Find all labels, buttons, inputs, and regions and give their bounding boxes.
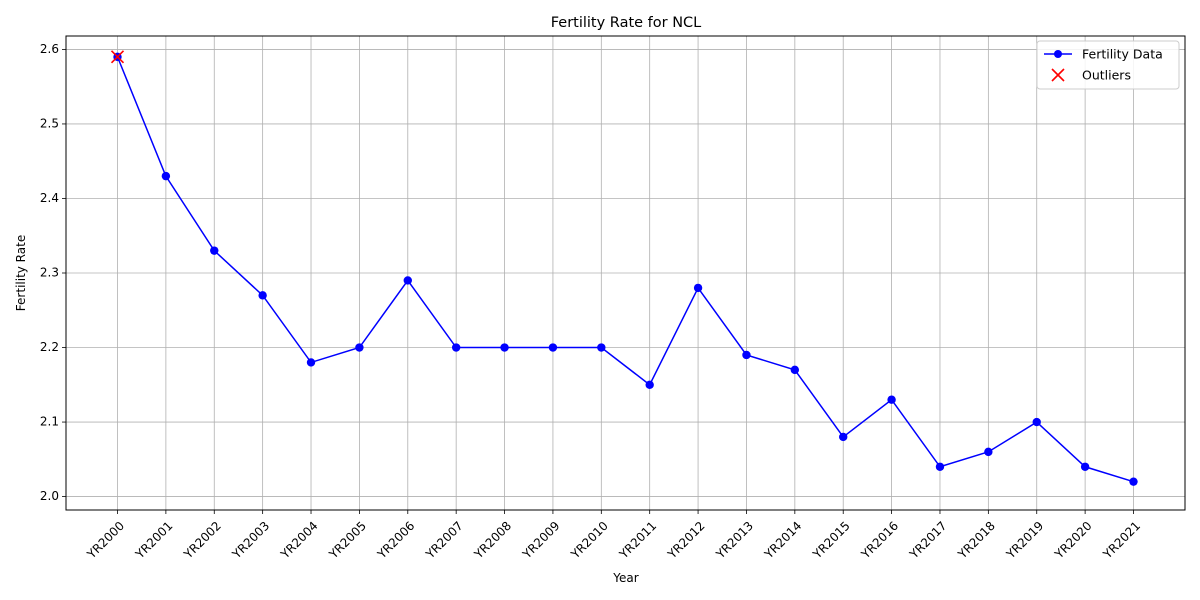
y-tick-label: 2.1 <box>40 415 59 429</box>
data-point <box>1129 477 1138 486</box>
grid <box>66 36 1185 510</box>
data-point <box>597 343 606 352</box>
legend-marker-fertility <box>1054 50 1062 58</box>
data-point <box>161 171 171 181</box>
data-point <box>839 432 848 442</box>
series-layer <box>110 50 1138 486</box>
data-point <box>984 447 993 457</box>
data-point <box>403 276 412 285</box>
series-line-fertility <box>116 56 1134 483</box>
legend-marker-outliers <box>1051 68 1065 82</box>
y-tick-label: 2.4 <box>40 191 59 205</box>
data-point <box>306 358 316 367</box>
legend-box <box>1036 40 1180 90</box>
outlier-point <box>110 50 125 64</box>
chart-title: Fertility Rate for NCL <box>551 15 702 31</box>
data-point <box>742 350 751 360</box>
y-tick-label: 2.3 <box>40 266 59 280</box>
data-point <box>355 343 364 352</box>
data-point <box>935 462 945 471</box>
data-point <box>451 343 461 352</box>
data-point <box>887 395 896 404</box>
data-point <box>548 343 558 352</box>
x-axis-label: Year <box>612 571 638 585</box>
data-point <box>258 291 267 300</box>
data-point <box>693 283 703 293</box>
data-point <box>210 246 219 255</box>
data-point <box>1080 462 1090 471</box>
y-tick-label: 2.5 <box>40 116 59 130</box>
data-point <box>1032 417 1041 427</box>
legend-label-fertility: Fertility Data <box>1082 47 1163 62</box>
data-point <box>500 343 509 352</box>
y-tick-label: 2.6 <box>40 42 59 56</box>
y-axis-label: Fertility Rate <box>14 235 28 311</box>
data-point <box>645 380 654 389</box>
legend-label-outliers: Outliers <box>1082 68 1131 83</box>
y-tick-label: 2.2 <box>40 340 59 354</box>
y-tick-label: 2.0 <box>40 489 59 503</box>
legend: Fertility Data Outliers <box>1036 40 1180 90</box>
data-point <box>790 365 800 375</box>
